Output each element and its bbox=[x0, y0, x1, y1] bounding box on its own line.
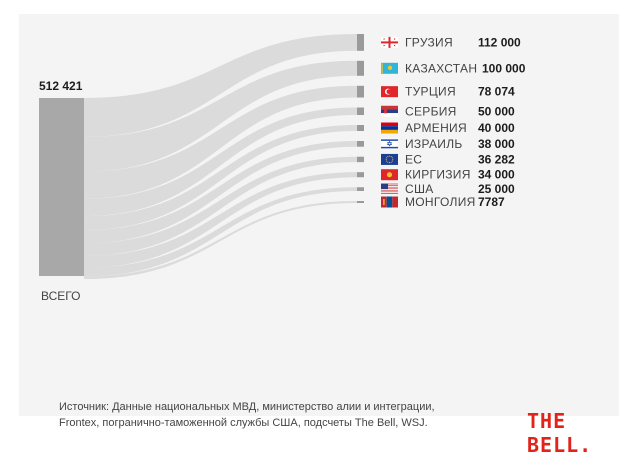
value-label: 34 000 bbox=[478, 168, 515, 182]
target-bar-9 bbox=[357, 187, 364, 192]
country-label: КИРГИЗИЯ bbox=[405, 168, 471, 182]
kyrgyzstan-flag-icon bbox=[381, 169, 398, 181]
flow-5 bbox=[84, 125, 357, 231]
value-label: 25 000 bbox=[478, 182, 515, 196]
armenia-flag-icon bbox=[381, 122, 398, 134]
source-bar bbox=[39, 98, 84, 276]
source-label: ВСЕГО bbox=[41, 289, 80, 303]
value-label: 36 282 bbox=[478, 152, 515, 166]
total-value: 512 421 bbox=[39, 79, 83, 93]
flow-9 bbox=[84, 187, 357, 277]
kazakhstan-flag-icon bbox=[381, 62, 398, 74]
israel-flag-icon bbox=[381, 138, 398, 150]
value-label: 50 000 bbox=[478, 104, 515, 118]
country-label: КАЗАХСТАН bbox=[405, 61, 477, 75]
flow-1 bbox=[84, 34, 357, 137]
flow-3 bbox=[84, 85, 357, 199]
country-label: ЕС bbox=[405, 152, 422, 166]
value-label: 78 074 bbox=[478, 85, 515, 99]
country-label: США bbox=[405, 182, 434, 196]
value-label: 100 000 bbox=[482, 61, 526, 75]
source-line-1: Источник: Данные национальных МВД, минис… bbox=[59, 401, 435, 413]
target-bar-6 bbox=[357, 141, 364, 147]
usa-flag-icon bbox=[381, 183, 398, 194]
the-bell-logo: THE BELL. bbox=[527, 409, 593, 457]
value-label: 40 000 bbox=[478, 121, 515, 135]
target-bar-1 bbox=[357, 34, 364, 51]
target-bar-7 bbox=[357, 156, 364, 163]
value-label: 38 000 bbox=[478, 137, 515, 151]
country-label: МОНГОЛИЯ bbox=[405, 195, 476, 209]
mongolia-flag-icon bbox=[381, 196, 398, 208]
target-bar-3 bbox=[357, 85, 364, 98]
target-bar-8 bbox=[357, 172, 364, 178]
flow-8 bbox=[84, 172, 357, 268]
target-bar-2 bbox=[357, 60, 364, 76]
turkey-flag-icon bbox=[381, 86, 398, 98]
source-note: Источник: Данные национальных МВД, минис… bbox=[59, 399, 479, 431]
flow-4 bbox=[84, 107, 357, 217]
flow-10 bbox=[84, 201, 357, 280]
serbia-flag-icon bbox=[381, 105, 398, 117]
country-label: СЕРБИЯ bbox=[405, 104, 457, 118]
flow-6 bbox=[84, 141, 357, 244]
target-bar-10 bbox=[357, 201, 364, 204]
georgia-flag-icon bbox=[381, 36, 398, 48]
value-label: 7787 bbox=[478, 195, 505, 209]
country-label: ИЗРАИЛЬ bbox=[405, 137, 463, 151]
value-label: 112 000 bbox=[478, 35, 521, 49]
eu-flag-icon bbox=[381, 153, 398, 165]
source-line-2: Frontex, пограничнo-таможенной службы СШ… bbox=[59, 417, 428, 429]
chart-card: 512 421 ВСЕГО ГРУЗИЯ 112 000 КАЗАХСТАН 100 00… bbox=[19, 14, 619, 457]
country-label: ГРУЗИЯ bbox=[405, 35, 453, 49]
country-label: АРМЕНИЯ bbox=[405, 121, 467, 135]
flow-7 bbox=[84, 156, 357, 256]
target-bar-4 bbox=[357, 107, 364, 116]
flow-2 bbox=[84, 60, 357, 172]
country-label: ТУРЦИЯ bbox=[405, 85, 456, 99]
target-bar-5 bbox=[357, 125, 364, 132]
